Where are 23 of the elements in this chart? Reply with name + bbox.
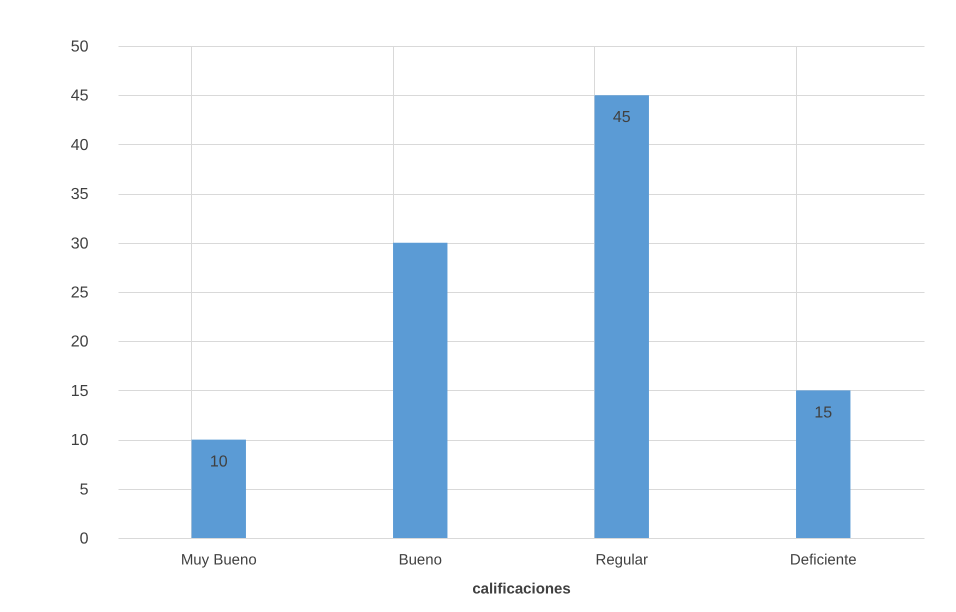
y-tick-label: 40 [70,136,89,154]
y-tick-label: 25 [70,284,89,302]
bar [796,390,850,538]
data-label: 15 [814,404,832,422]
data-label: 45 [612,109,631,126]
bar [192,440,246,538]
y-tick-label: 50 [70,38,89,56]
y-tick-label: 35 [70,186,89,204]
bar [594,95,649,538]
x-tick-label: Muy Bueno [180,552,257,568]
y-tick-label: 15 [70,382,89,400]
x-tick-label: Bueno [398,552,442,568]
y-tick-label: 0 [80,530,89,548]
y-tick-label: 20 [70,334,89,351]
y-tick-label: 10 [70,432,89,450]
y-tick-label: 30 [70,235,89,252]
y-tick-label: 5 [80,481,89,498]
x-axis-title: calificaciones [472,580,571,598]
y-tick-label: 45 [70,88,89,105]
x-tick-label: Deficiente [790,552,857,568]
data-label: 10 [210,454,228,471]
x-tick-label: Regular [595,552,648,568]
bar [393,242,448,538]
